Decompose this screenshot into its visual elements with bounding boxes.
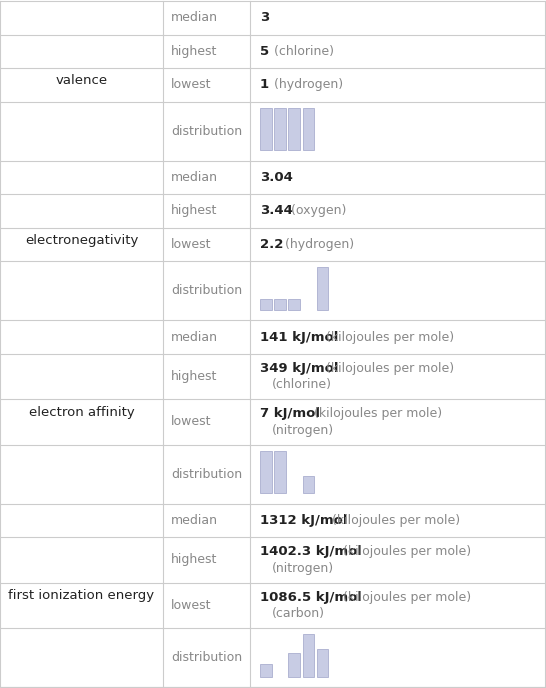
Text: highest: highest bbox=[171, 204, 217, 217]
Text: (hydrogen): (hydrogen) bbox=[270, 78, 343, 92]
Text: highest: highest bbox=[171, 553, 217, 566]
Text: (chlorine): (chlorine) bbox=[272, 378, 332, 391]
Bar bbox=[302, 476, 314, 493]
Text: distribution: distribution bbox=[171, 284, 242, 297]
Bar bbox=[274, 108, 286, 150]
Text: median: median bbox=[171, 514, 218, 527]
Text: electronegativity: electronegativity bbox=[25, 234, 138, 247]
Bar bbox=[260, 664, 271, 676]
Text: 3: 3 bbox=[260, 11, 269, 24]
Text: (chlorine): (chlorine) bbox=[270, 45, 334, 58]
Text: (kilojoules per mole): (kilojoules per mole) bbox=[322, 331, 454, 343]
Bar bbox=[317, 649, 328, 676]
Bar bbox=[302, 634, 314, 676]
Text: (kilojoules per mole): (kilojoules per mole) bbox=[340, 545, 472, 558]
Bar bbox=[260, 108, 271, 150]
Text: (kilojoules per mole): (kilojoules per mole) bbox=[322, 362, 454, 375]
Bar bbox=[274, 299, 286, 310]
Text: 1086.5 kJ/mol: 1086.5 kJ/mol bbox=[260, 590, 362, 603]
Text: lowest: lowest bbox=[171, 78, 211, 92]
Text: lowest: lowest bbox=[171, 238, 211, 251]
Bar bbox=[288, 653, 300, 676]
Text: distribution: distribution bbox=[171, 468, 242, 481]
Text: (kilojoules per mole): (kilojoules per mole) bbox=[310, 407, 442, 420]
Text: 7 kJ/mol: 7 kJ/mol bbox=[260, 407, 320, 420]
Text: (nitrogen): (nitrogen) bbox=[272, 561, 334, 574]
Text: highest: highest bbox=[171, 370, 217, 383]
Text: 1402.3 kJ/mol: 1402.3 kJ/mol bbox=[260, 545, 362, 558]
Text: distribution: distribution bbox=[171, 651, 242, 664]
Bar bbox=[260, 451, 271, 493]
Text: highest: highest bbox=[171, 45, 217, 58]
Text: (oxygen): (oxygen) bbox=[287, 204, 347, 217]
Text: valence: valence bbox=[56, 74, 108, 87]
Text: first ionization energy: first ionization energy bbox=[8, 589, 155, 602]
Text: (nitrogen): (nitrogen) bbox=[272, 424, 334, 436]
Text: 5: 5 bbox=[260, 45, 269, 58]
Text: 1312 kJ/mol: 1312 kJ/mol bbox=[260, 514, 347, 527]
Text: 141 kJ/mol: 141 kJ/mol bbox=[260, 331, 339, 343]
Text: median: median bbox=[171, 331, 218, 343]
Text: (carbon): (carbon) bbox=[272, 607, 325, 620]
Bar bbox=[260, 299, 271, 310]
Text: median: median bbox=[171, 11, 218, 24]
Text: 2.2: 2.2 bbox=[260, 238, 283, 251]
Text: (kilojoules per mole): (kilojoules per mole) bbox=[340, 590, 472, 603]
Text: lowest: lowest bbox=[171, 599, 211, 612]
Bar bbox=[288, 299, 300, 310]
Bar bbox=[317, 268, 328, 310]
Text: 3.44: 3.44 bbox=[260, 204, 293, 217]
Text: (kilojoules per mole): (kilojoules per mole) bbox=[328, 514, 460, 527]
Text: median: median bbox=[171, 171, 218, 184]
Bar bbox=[302, 108, 314, 150]
Text: lowest: lowest bbox=[171, 416, 211, 429]
Text: 1: 1 bbox=[260, 78, 269, 92]
Text: electron affinity: electron affinity bbox=[28, 405, 134, 418]
Bar bbox=[274, 451, 286, 493]
Text: (hydrogen): (hydrogen) bbox=[281, 238, 354, 251]
Text: 3.04: 3.04 bbox=[260, 171, 293, 184]
Text: distribution: distribution bbox=[171, 125, 242, 138]
Bar bbox=[288, 108, 300, 150]
Text: 349 kJ/mol: 349 kJ/mol bbox=[260, 362, 339, 375]
